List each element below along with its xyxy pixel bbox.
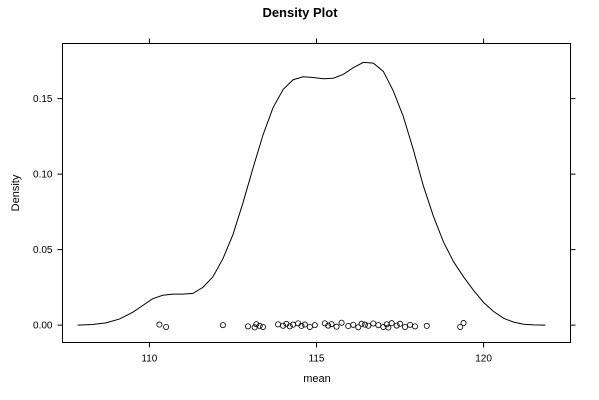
rug-point (457, 323, 464, 330)
rug-point (256, 322, 263, 329)
rug-point (355, 324, 362, 331)
rug-point (361, 321, 368, 328)
rug-point (298, 322, 305, 329)
x-axis-label: mean (303, 373, 331, 385)
y-tick-label: 0.10 (33, 170, 53, 181)
rug-point (370, 320, 377, 327)
rug-point (251, 324, 258, 331)
rug-point (407, 321, 414, 328)
rug-point (388, 320, 395, 327)
rug-point (163, 323, 170, 330)
axis-tick-labels: 110 115 120 0.00 0.05 0.10 0.15 (33, 94, 492, 364)
rug-point (306, 323, 313, 330)
rug-point (156, 321, 163, 328)
series-layer (77, 61, 546, 331)
rug-point (301, 321, 308, 328)
rug-point (338, 319, 345, 326)
rug-point (358, 320, 365, 327)
rug-point (460, 320, 467, 327)
rug-point (397, 320, 404, 327)
density-curve (77, 61, 546, 326)
rug-point (244, 323, 251, 330)
rug-point (350, 321, 357, 328)
axis-ticks (57, 38, 576, 348)
rug-point (219, 322, 226, 329)
rug-point (286, 323, 293, 330)
y-tick-label: 0.00 (33, 321, 53, 332)
chart-title: Density Plot (262, 5, 338, 20)
rug-point (325, 322, 332, 329)
y-tick-label: 0.15 (33, 94, 53, 105)
rug-point (393, 322, 400, 329)
rug-point (333, 323, 340, 330)
rug-point (328, 321, 335, 328)
rug-point (311, 322, 318, 329)
y-tick-label: 0.05 (33, 245, 53, 256)
x-tick-label: 120 (475, 354, 492, 365)
rug-point (423, 322, 430, 329)
rug-point (365, 322, 372, 329)
plot-frame (62, 43, 571, 343)
rug-point (280, 322, 287, 329)
rug-point (412, 323, 419, 330)
rug-point (385, 324, 392, 331)
y-axis-label: Density (10, 174, 22, 211)
rug-point (260, 323, 267, 330)
x-tick-label: 115 (309, 354, 325, 365)
rug-point (402, 323, 409, 330)
rug-point (375, 322, 382, 329)
x-tick-label: 110 (141, 354, 157, 365)
rug-point (275, 321, 282, 328)
rug-point (345, 323, 352, 330)
rug-point (253, 321, 260, 328)
